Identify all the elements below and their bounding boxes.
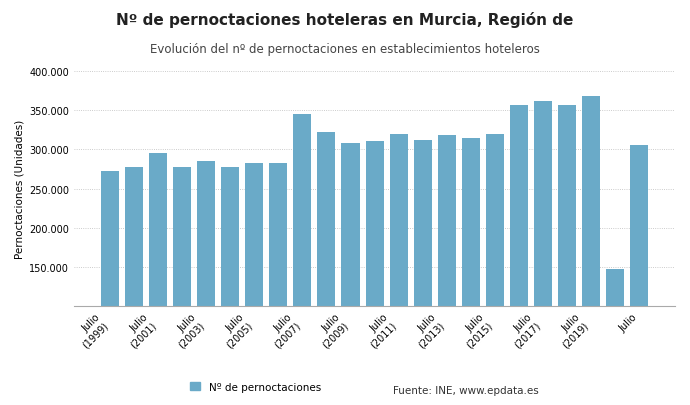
Bar — [342, 144, 359, 385]
Y-axis label: Pernoctaciones (Unidades): Pernoctaciones (Unidades) — [15, 119, 25, 258]
Bar — [558, 105, 575, 385]
Bar — [197, 162, 215, 385]
Bar — [413, 141, 431, 385]
Bar — [270, 164, 288, 385]
Bar — [246, 164, 264, 385]
Legend: Nº de pernoctaciones: Nº de pernoctaciones — [186, 377, 325, 396]
Bar — [510, 105, 528, 385]
Bar — [462, 138, 480, 385]
Bar — [101, 171, 119, 385]
Bar — [173, 167, 191, 385]
Text: Nº de pernoctaciones hoteleras en Murcia, Región de: Nº de pernoctaciones hoteleras en Murcia… — [117, 12, 573, 28]
Bar — [317, 133, 335, 385]
Bar — [126, 167, 144, 385]
Text: Evolución del nº de pernoctaciones en establecimientos hoteleros: Evolución del nº de pernoctaciones en es… — [150, 43, 540, 55]
Bar — [390, 134, 408, 385]
Bar — [486, 134, 504, 385]
Bar — [437, 136, 455, 385]
Bar — [582, 97, 600, 385]
Text: Fuente: INE, www.epdata.es: Fuente: INE, www.epdata.es — [393, 385, 539, 395]
Bar — [293, 115, 311, 385]
Bar — [366, 142, 384, 385]
Bar — [533, 101, 551, 385]
Bar — [149, 154, 168, 385]
Bar — [221, 167, 239, 385]
Bar — [630, 146, 648, 385]
Bar — [606, 269, 624, 385]
